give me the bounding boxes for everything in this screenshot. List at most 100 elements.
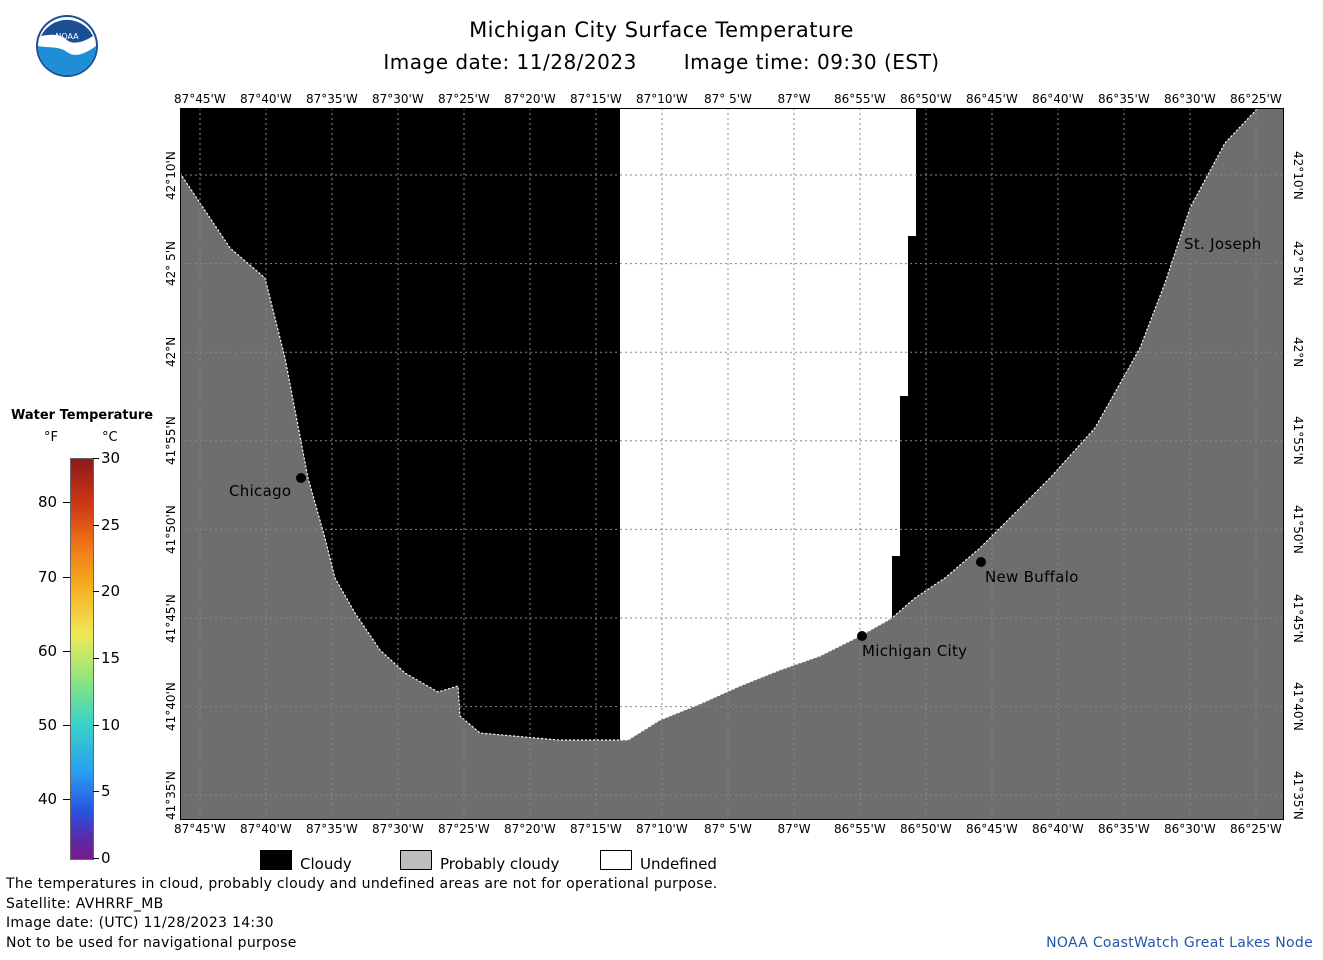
map-plot [180, 108, 1284, 820]
lon-label: 87° 5'W [704, 92, 752, 106]
lon-label: 87°40'W [240, 822, 292, 836]
lat-label: 41°55'N [164, 416, 178, 466]
lon-label: 87°25'W [438, 822, 490, 836]
label-new-buffalo: New Buffalo [985, 568, 1079, 586]
lon-label: 86°35'W [1098, 92, 1150, 106]
svg-text:NOAA: NOAA [55, 32, 79, 41]
legend-label-probably-cloudy: Probably cloudy [440, 855, 560, 873]
scale-f-label: 40 [38, 789, 58, 808]
scale-f-tick [63, 798, 70, 800]
scale-c-label: 30 [101, 449, 121, 467]
lat-label: 42°10'N [164, 150, 178, 200]
lon-label: 86°55'W [834, 92, 886, 106]
lat-label: 41°35'N [164, 770, 178, 820]
lon-label: 86°45'W [966, 92, 1018, 106]
lon-label: 86°35'W [1098, 822, 1150, 836]
lon-label: 86°40'W [1032, 822, 1084, 836]
scale-unit-f: °F [44, 430, 58, 445]
scale-f-label: 60 [38, 641, 58, 660]
cloudy-region-west [180, 108, 620, 740]
chicago-marker [296, 473, 306, 483]
cloudy-region-east [892, 108, 1258, 618]
lon-label: 86°55'W [834, 822, 886, 836]
lat-label: 42°10'N [1291, 150, 1305, 200]
lon-label: 86°25'W [1230, 822, 1282, 836]
lon-label: 87°25'W [438, 92, 490, 106]
lat-label: 41°55'N [1291, 416, 1305, 466]
lon-label: 87°W [777, 92, 811, 106]
lat-label: 41°40'N [1291, 682, 1305, 731]
credit-link[interactable]: NOAA CoastWatch Great Lakes Node [1046, 935, 1313, 951]
lon-label: 87°45'W [174, 92, 226, 106]
color-scale-bar [70, 458, 94, 860]
lon-label: 86°50'W [900, 92, 952, 106]
image-date: Image date: 11/28/2023 [383, 50, 637, 74]
scale-f-label: 50 [38, 715, 58, 734]
graticule [180, 108, 1284, 820]
legend-label-cloudy: Cloudy [300, 855, 352, 873]
map-title: Michigan City Surface Temperature [469, 18, 854, 42]
lon-label: 87°30'W [372, 92, 424, 106]
lat-label: 42°N [164, 336, 178, 368]
lat-label: 41°40'N [164, 682, 178, 732]
lon-label: 87°15'W [570, 822, 622, 836]
scale-f-label: 80 [38, 493, 58, 512]
noaa-logo: NOAA [35, 14, 99, 78]
scale-c-tick [93, 858, 99, 859]
scale-c-label: 10 [101, 715, 121, 734]
scale-c-label: 0 [101, 849, 111, 867]
legend-label-undefined: Undefined [640, 855, 717, 873]
lat-label: 41°45'N [164, 593, 178, 643]
lon-label: 86°40'W [1032, 92, 1084, 106]
legend-swatch-probably-cloudy [400, 850, 432, 870]
lon-label: 86°50'W [900, 822, 952, 836]
scale-unit-c: °C [102, 430, 118, 445]
scale-f-label: 70 [38, 567, 58, 586]
lat-label: 41°45'N [1291, 593, 1305, 643]
lat-label: 42°N [1291, 337, 1305, 368]
scale-c-tick [93, 524, 99, 526]
scale-c-tick [93, 724, 99, 726]
lon-label: 87°10'W [636, 822, 688, 836]
map-subtitle: Image date: 11/28/2023 Image time: 09:30… [0, 50, 1323, 74]
lat-label: 42° 5'N [164, 241, 178, 287]
lat-label: 41°35'N [1291, 770, 1305, 820]
probably-cloudy-land [180, 108, 1284, 820]
scale-f-tick [63, 502, 70, 504]
label-chicago: Chicago [229, 482, 292, 500]
label-st-joseph: St. Joseph [1184, 235, 1262, 253]
scale-c-label: 20 [101, 582, 121, 601]
scale-f-tick [63, 576, 70, 578]
lon-label: 87°20'W [504, 822, 556, 836]
lon-label: 87°15'W [570, 92, 622, 106]
new-buffalo-marker [976, 557, 986, 567]
lon-label: 86°45'W [966, 822, 1018, 836]
scale-c-label: 15 [101, 649, 121, 667]
lon-label: 87°10'W [636, 92, 688, 106]
michigan-city-marker [857, 631, 867, 641]
scale-c-tick [93, 791, 99, 793]
note-utc-date: Image date: (UTC) 11/28/2023 14:30 [6, 915, 274, 931]
label-michigan-city: Michigan City [862, 642, 968, 660]
scale-c-tick [93, 458, 99, 459]
note-satellite: Satellite: AVHRRF_MB [6, 896, 164, 912]
scale-f-tick [63, 650, 70, 652]
image-time: Image time: 09:30 (EST) [683, 50, 940, 74]
lon-label: 86°25'W [1230, 92, 1282, 106]
lon-label: 86°30'W [1164, 822, 1216, 836]
note-navigation: Not to be used for navigational purpose [6, 935, 297, 951]
scale-c-label: 5 [101, 782, 111, 801]
scale-c-tick [93, 658, 99, 659]
scale-c-label: 25 [101, 515, 121, 534]
lon-label: 87°35'W [306, 822, 358, 836]
lon-label: 87°30'W [372, 822, 424, 836]
lon-label: 87°35'W [306, 92, 358, 106]
scale-title: Water Temperature [11, 408, 154, 423]
scale-c-tick [93, 591, 99, 593]
note-operational: The temperatures in cloud, probably clou… [6, 876, 718, 892]
lat-label: 41°50'N [1291, 504, 1305, 554]
lon-label: 87°W [777, 822, 811, 836]
legend-swatch-undefined [600, 850, 632, 870]
lon-label: 86°30'W [1164, 92, 1216, 106]
lat-label: 42° 5'N [1291, 241, 1305, 287]
